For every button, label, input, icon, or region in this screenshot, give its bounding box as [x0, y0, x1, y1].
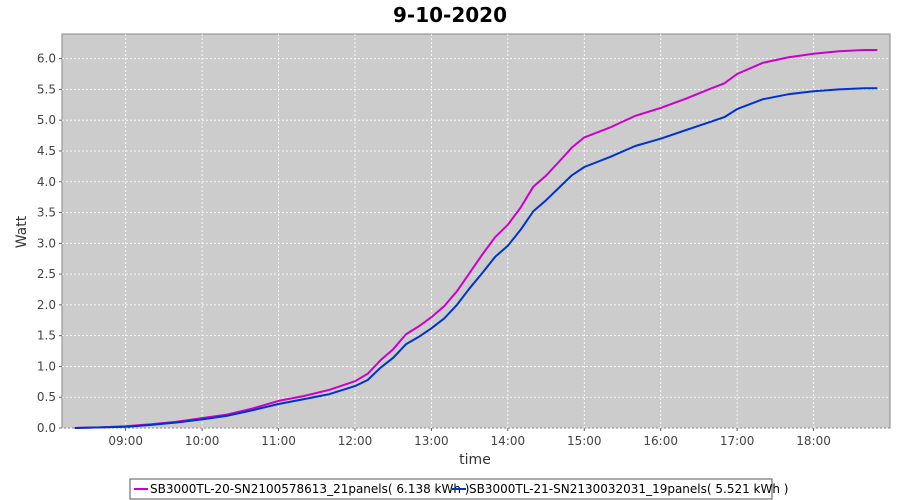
grid [62, 34, 890, 429]
series-line-1 [74, 49, 878, 429]
y-tick-label-6: 3.0 [37, 236, 56, 250]
y-tick-label-2: 1.0 [37, 359, 56, 373]
y-tick-label-11: 5.5 [37, 82, 56, 96]
legend-box [129, 478, 773, 500]
y-tick-label-4: 2.0 [37, 298, 56, 312]
y-tick-label-0: 0.0 [37, 421, 56, 435]
legend: SB3000TL-20-SN2100578613_21panels( 6.138… [129, 478, 788, 500]
y-axis-label: Watt [14, 215, 30, 248]
y-tick-label-12: 6.0 [37, 52, 56, 66]
plot-area [61, 33, 891, 429]
x-tick-label-2: 11:00 [261, 434, 296, 448]
series-lines [74, 49, 878, 429]
legend-label-series-2: SB3000TL-21-SN2130032031_19panels( 5.521… [469, 482, 788, 496]
x-tick-label-0: 09:00 [108, 434, 143, 448]
x-axis-ticks: 09:00 10:00 11:00 12:00 13:00 14:00 15:00 16:00… [108, 428, 831, 448]
x-axis-label: time [459, 452, 491, 468]
x-tick-label-8: 17:00 [720, 434, 755, 448]
legend-label-series-1: SB3000TL-20-SN2100578613_21panels( 6.138… [150, 482, 469, 496]
x-tick-label-9: 18:00 [796, 434, 831, 448]
series-line-2 [74, 87, 878, 429]
y-tick-label-5: 2.5 [37, 267, 56, 281]
y-tick-label-3: 1.5 [37, 329, 56, 343]
x-tick-label-1: 10:00 [185, 434, 220, 448]
y-tick-label-10: 5.0 [37, 113, 56, 127]
x-tick-label-5: 14:00 [491, 434, 526, 448]
x-tick-label-3: 12:00 [338, 434, 373, 448]
x-tick-label-4: 13:00 [414, 434, 449, 448]
y-axis-ticks: 0.0 0.5 1.0 1.5 2.0 2.5 3.0 3.5 4.0 4.5 5.0 5.5 6.0 [37, 52, 62, 435]
y-tick-label-9: 4.5 [37, 144, 56, 158]
x-tick-label-7: 16:00 [643, 434, 678, 448]
chart-title: 9-10-2020 [393, 3, 507, 27]
y-tick-label-7: 3.5 [37, 206, 56, 220]
y-tick-label-1: 0.5 [37, 390, 56, 404]
y-tick-label-8: 4.0 [37, 175, 56, 189]
x-tick-label-6: 15:00 [567, 434, 602, 448]
